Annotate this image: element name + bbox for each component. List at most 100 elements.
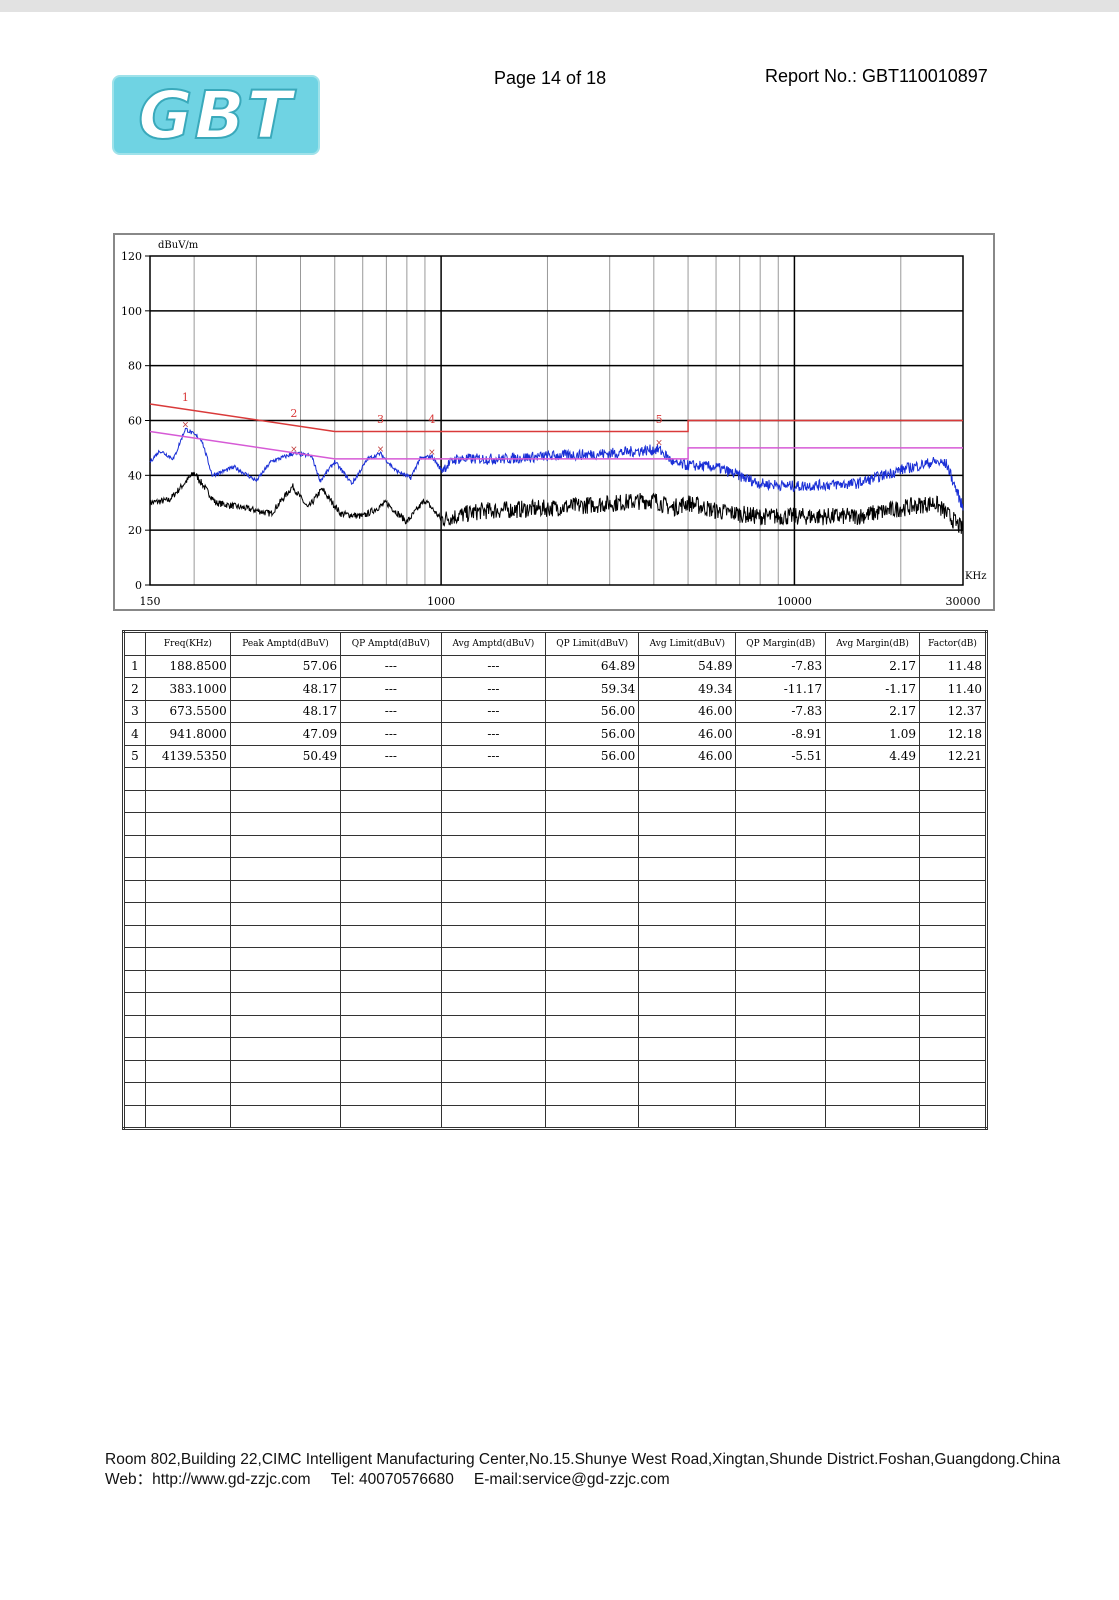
table-cell xyxy=(440,1104,547,1129)
table-cell xyxy=(735,1082,827,1106)
table-cell xyxy=(229,1014,342,1038)
marker-label: 2 xyxy=(290,407,297,420)
table-cell: 12.18 xyxy=(918,722,988,746)
table-cell xyxy=(123,812,146,836)
chart-svg: 0 20 40 60 80 100 120 dBuV/m KHz 150 1000 10000 3000… xyxy=(121,240,986,608)
table-cell xyxy=(735,812,827,836)
table-cell xyxy=(918,879,988,903)
table-row xyxy=(123,812,988,836)
table-cell xyxy=(340,1082,442,1106)
qp-limit-line xyxy=(149,403,963,433)
table-cell xyxy=(735,1059,827,1083)
y-tick-label: 120 xyxy=(121,250,142,263)
table-cell: 4 xyxy=(123,722,146,746)
table-cell xyxy=(735,1037,827,1061)
table-cell xyxy=(918,1059,988,1083)
y-tick-label: 100 xyxy=(121,305,142,318)
table-cell xyxy=(545,834,640,858)
table-row xyxy=(123,789,988,813)
table-cell xyxy=(123,834,146,858)
table-cell xyxy=(340,812,442,836)
table-row: 1 188.8500 57.06 --- --- 64.89 54.89 -7.83 2.17 1… xyxy=(123,654,988,678)
table-cell xyxy=(918,969,988,993)
table-cell xyxy=(229,1082,342,1106)
table-cell xyxy=(545,969,640,993)
table-cell xyxy=(638,834,737,858)
table-cell xyxy=(340,1037,442,1061)
table-cell: 48.17 xyxy=(229,677,342,701)
table-cell xyxy=(440,924,547,948)
table-cell xyxy=(638,969,737,993)
table-cell xyxy=(545,1104,640,1129)
table-cell xyxy=(440,812,547,836)
table-cell xyxy=(825,1037,920,1061)
table-row: 4 941.8000 47.09 --- --- 56.00 46.00 -8.91 1.09 1… xyxy=(123,722,988,746)
table-cell xyxy=(638,1082,737,1106)
table-cell xyxy=(638,789,737,813)
table-row: 2 383.1000 48.17 --- --- 59.34 49.34 -11.17 -1.1… xyxy=(123,677,988,701)
table-cell xyxy=(545,767,640,791)
table-cell xyxy=(918,812,988,836)
table-row xyxy=(123,1059,988,1083)
marker-label: 5 xyxy=(656,413,663,426)
table-cell xyxy=(918,924,988,948)
table-cell: 4139.5350 xyxy=(145,744,231,768)
table-cell xyxy=(145,857,231,881)
x-tick-label: 10000 xyxy=(777,595,812,608)
x-tick-label: 150 xyxy=(140,595,161,608)
table-row: 3 673.5500 48.17 --- --- 56.00 46.00 -7.83 2.17 1… xyxy=(123,699,988,723)
table-cell: 11.40 xyxy=(918,677,988,701)
table-cell xyxy=(735,767,827,791)
y-tick-label: 80 xyxy=(128,360,142,373)
column-header: Avg Margin(dB) xyxy=(825,631,920,656)
table-cell xyxy=(145,969,231,993)
table-cell xyxy=(825,767,920,791)
results-table: Freq(KHz) Peak Amptd(dBuV) QP Amptd(dBuV) A… xyxy=(122,630,988,1130)
table-cell xyxy=(545,857,640,881)
table-cell xyxy=(340,834,442,858)
table-cell: 50.49 xyxy=(229,744,342,768)
table-cell xyxy=(638,992,737,1016)
x-tick-label: 1000 xyxy=(427,595,455,608)
table-cell xyxy=(145,1037,231,1061)
table-cell: 46.00 xyxy=(638,744,737,768)
table-cell xyxy=(918,992,988,1016)
column-header: Freq(KHz) xyxy=(145,631,231,656)
table-cell xyxy=(638,857,737,881)
table-cell xyxy=(638,924,737,948)
table-cell xyxy=(825,1059,920,1083)
footer-tel: Tel: 40070576680 xyxy=(330,1471,454,1488)
marker-x: × xyxy=(428,448,436,458)
table-cell xyxy=(440,1037,547,1061)
table-cell xyxy=(638,1037,737,1061)
table-cell xyxy=(440,857,547,881)
table-cell: 673.5500 xyxy=(145,699,231,723)
table-cell xyxy=(918,947,988,971)
table-cell xyxy=(229,789,342,813)
table-cell xyxy=(229,857,342,881)
table-cell xyxy=(123,789,146,813)
table-cell xyxy=(340,947,442,971)
table-cell: 3 xyxy=(123,699,146,723)
table-cell xyxy=(735,879,827,903)
table-cell xyxy=(145,992,231,1016)
table-cell xyxy=(145,1014,231,1038)
table-cell: 11.48 xyxy=(918,654,988,678)
y-tick-label: 20 xyxy=(128,524,142,537)
table-cell xyxy=(638,767,737,791)
table-cell: -1.17 xyxy=(825,677,920,701)
table-cell: 2.17 xyxy=(825,699,920,723)
table-cell: 59.34 xyxy=(545,677,640,701)
table-cell xyxy=(123,879,146,903)
table-cell xyxy=(735,834,827,858)
table-cell xyxy=(735,902,827,926)
table-cell xyxy=(229,924,342,948)
table-cell xyxy=(825,812,920,836)
table-cell xyxy=(229,1059,342,1083)
table-cell xyxy=(123,924,146,948)
table-cell: 4.49 xyxy=(825,744,920,768)
table-cell: 5 xyxy=(123,744,146,768)
table-row: 5 4139.5350 50.49 --- --- 56.00 46.00 -5.51 4.49… xyxy=(123,744,988,768)
marker-x: × xyxy=(655,439,663,449)
table-row xyxy=(123,857,988,881)
